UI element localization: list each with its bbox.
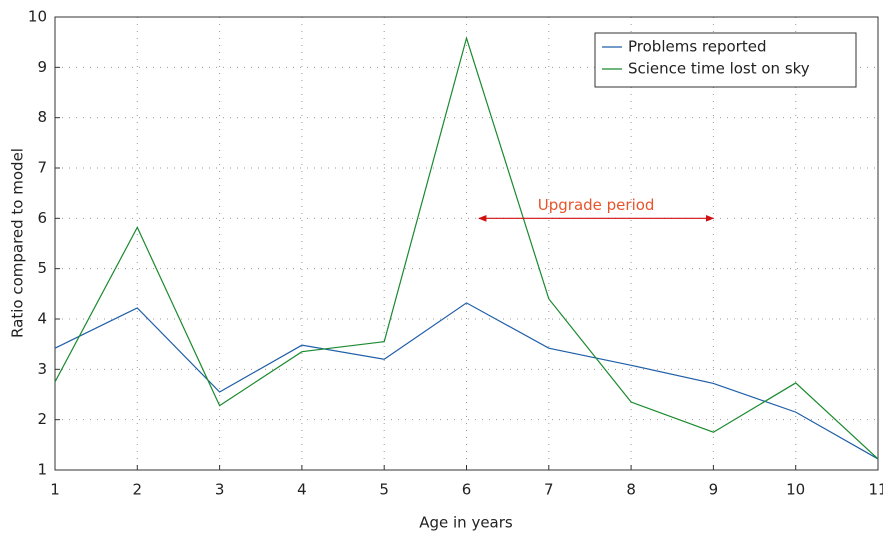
- y-tick-label: 1: [37, 461, 47, 479]
- y-tick-label: 8: [37, 108, 47, 126]
- x-tick-label: 4: [297, 481, 307, 499]
- y-tick-label: 10: [28, 8, 47, 26]
- y-tick-label: 5: [37, 259, 47, 277]
- x-tick-label: 2: [133, 481, 143, 499]
- x-axis-label: Age in years: [419, 514, 513, 532]
- legend-box: [594, 32, 857, 88]
- x-tick-label: 11: [868, 481, 883, 499]
- legend-label: Science time lost on sky: [628, 60, 810, 78]
- annotation-text: Upgrade period: [538, 196, 655, 214]
- y-tick-label: 2: [37, 410, 47, 428]
- x-tick-label: 7: [544, 481, 554, 499]
- y-tick-label: 9: [37, 58, 47, 76]
- x-tick-label: 1: [50, 481, 60, 499]
- y-axis-label: Ratio compared to model: [9, 148, 27, 338]
- y-tick-label: 4: [37, 310, 47, 328]
- y-tick-label: 6: [37, 209, 47, 227]
- x-tick-label: 8: [626, 481, 636, 499]
- line: [54, 302, 879, 460]
- x-tick-label: 6: [462, 481, 472, 499]
- x-tick-label: 10: [786, 481, 805, 499]
- plot-frame: [54, 16, 879, 471]
- legend-label: Problems reported: [628, 38, 766, 56]
- y-tick-label: 3: [37, 360, 47, 378]
- x-tick-label: 3: [215, 481, 225, 499]
- y-tick-label: 7: [37, 159, 47, 177]
- x-tick-label: 5: [379, 481, 389, 499]
- x-tick-label: 9: [709, 481, 719, 499]
- line: [54, 36, 879, 460]
